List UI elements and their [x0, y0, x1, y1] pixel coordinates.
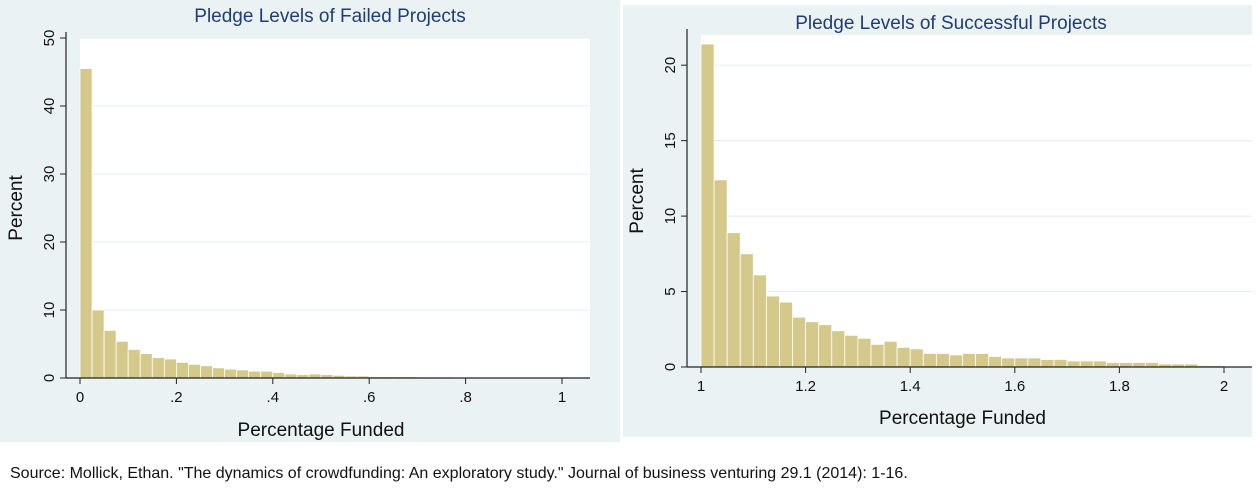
- y-tick-label: 0: [41, 374, 58, 382]
- histogram-bar: [1014, 357, 1029, 368]
- y-tick-label: 15: [662, 132, 679, 149]
- histogram-bar: [818, 324, 833, 368]
- histogram-bar: [779, 301, 793, 368]
- histogram-bar: [284, 373, 298, 379]
- y-tick-label: 20: [662, 57, 679, 74]
- histogram-bar: [1066, 360, 1081, 368]
- histogram-bar: [896, 346, 911, 368]
- x-tick-label: 1: [558, 389, 566, 406]
- histogram-bar: [949, 354, 963, 368]
- histogram-bar: [163, 358, 177, 379]
- histogram-bar: [883, 340, 898, 368]
- histogram-bar: [188, 363, 201, 379]
- x-axis-label: Percentage Funded: [879, 408, 1046, 429]
- x-tick-label: 1.4: [900, 378, 921, 395]
- failed-projects-chart: 0 10 20 30 40 50 0 .2 .4 .6 .8 1 Pledge Levels of Fa…: [6, 6, 590, 441]
- histogram-bar: [1040, 359, 1055, 368]
- histogram-bar: [922, 353, 937, 368]
- histogram-bar: [103, 329, 117, 379]
- histogram-bar: [1053, 359, 1068, 368]
- histogram-bar: [248, 370, 262, 379]
- histogram-bar: [1027, 357, 1042, 368]
- y-tick-label: 40: [41, 98, 58, 115]
- x-tick-label: .8: [459, 389, 472, 406]
- histogram-bar: [700, 43, 715, 368]
- histogram-bar: [200, 365, 213, 379]
- x-tick-label: .6: [363, 389, 376, 406]
- histogram-bar: [765, 295, 780, 368]
- histogram-bar: [127, 349, 141, 379]
- chart-title: Pledge Levels of Failed Projects: [194, 6, 465, 27]
- histogram-bar: [1132, 362, 1146, 368]
- histogram-bar: [831, 330, 846, 368]
- histogram-bar: [909, 348, 924, 368]
- source-citation: Source: Mollick, Ethan. "The dynamics of…: [10, 465, 908, 482]
- histogram-bar: [175, 361, 189, 379]
- plot-area: [80, 38, 590, 378]
- failed-projects-chart-panel: 0 10 20 30 40 50 0 .2 .4 .6 .8 1 Pledge Levels of Fa…: [0, 0, 620, 442]
- x-tick-label: 1.2: [795, 378, 816, 395]
- histogram-bar: [91, 309, 105, 379]
- y-tick-label: 30: [41, 166, 58, 183]
- y-axis-label: Percent: [627, 168, 648, 234]
- histogram-bar: [236, 369, 250, 379]
- y-axis-label: Percent: [6, 175, 27, 241]
- x-axis-label: Percentage Funded: [238, 420, 405, 441]
- x-tick-label: 1.8: [1109, 378, 1130, 395]
- histogram-bar: [792, 316, 806, 368]
- histogram-bar: [870, 343, 885, 368]
- y-tick-label: 20: [41, 234, 58, 251]
- histogram-bar: [151, 357, 165, 379]
- histogram-bar: [79, 68, 93, 379]
- histogram-bar: [272, 372, 286, 379]
- histogram-bar: [260, 370, 274, 379]
- histogram-bar: [1145, 362, 1160, 368]
- histogram-bar: [844, 334, 859, 368]
- histogram-bar: [1001, 357, 1016, 368]
- y-tick-label: 10: [662, 208, 679, 225]
- y-tick-label: 5: [662, 287, 679, 295]
- histogram-bar: [1092, 360, 1107, 368]
- histogram-bar: [224, 368, 238, 379]
- histogram-bar: [308, 373, 322, 379]
- chart-title: Pledge Levels of Successful Projects: [795, 13, 1107, 34]
- histogram-bar: [975, 353, 990, 368]
- y-tick-label: 50: [41, 30, 58, 47]
- histogram-bar: [962, 353, 976, 368]
- x-tick-label: 2: [1220, 378, 1228, 395]
- histogram-bar: [1118, 362, 1133, 368]
- histogram-bar: [1079, 360, 1094, 368]
- x-tick-label: 1.6: [1004, 378, 1025, 395]
- histogram-bar: [857, 337, 872, 368]
- x-tick-label: .4: [267, 389, 280, 406]
- x-tick-label: 0: [76, 389, 84, 406]
- histogram-bar: [726, 232, 741, 368]
- histogram-bar: [115, 340, 129, 379]
- y-tick-label: 10: [41, 302, 58, 319]
- x-tick-label: .2: [170, 389, 183, 406]
- histogram-bar: [935, 353, 950, 368]
- histogram-bar: [139, 353, 153, 379]
- successful-projects-chart: 0 5 10 15 20 1 1.2 1.4 1.6 1.8 2 Pledge Levels of S…: [627, 13, 1252, 429]
- histogram-bar: [988, 356, 1003, 368]
- y-tick-label: 0: [662, 363, 679, 371]
- histogram-bar: [805, 321, 820, 368]
- histogram-bar: [212, 367, 226, 379]
- histogram-bar: [713, 179, 728, 368]
- x-tick-label: 1: [697, 378, 705, 395]
- successful-projects-chart-panel: 0 5 10 15 20 1 1.2 1.4 1.6 1.8 2 Pledge Levels of S…: [623, 5, 1252, 437]
- histogram-bar: [739, 253, 754, 368]
- histogram-bar: [752, 274, 767, 368]
- histogram-bar: [1105, 362, 1120, 368]
